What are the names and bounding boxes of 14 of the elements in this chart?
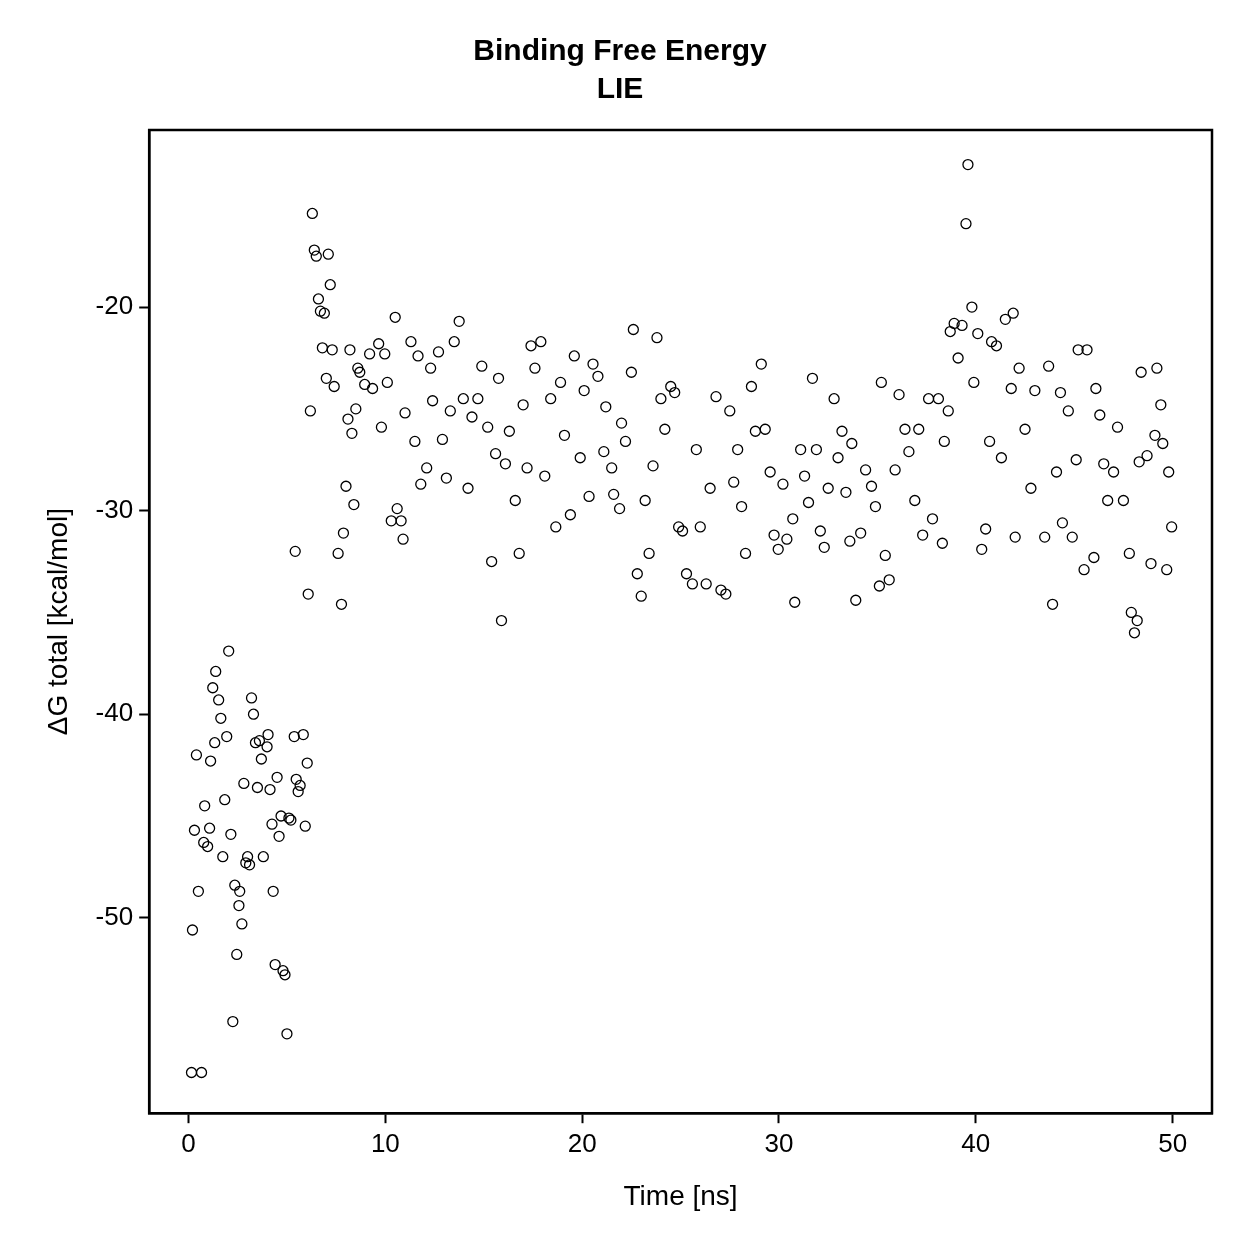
y-tick-label: -50 <box>95 900 134 931</box>
chart-title: Binding Free Energy <box>473 33 767 67</box>
y-axis-title: ΔG total [kcal/mol] <box>41 507 73 736</box>
chart-subtitle: LIE <box>596 71 644 105</box>
y-tick-label: -20 <box>95 290 134 321</box>
x-tick-label: 10 <box>370 1127 400 1158</box>
x-axis-title: Time [ns] <box>623 1179 738 1211</box>
x-tick-label: 20 <box>567 1127 597 1158</box>
x-tick-label: 0 <box>181 1127 196 1158</box>
y-tick-label: -30 <box>95 493 134 524</box>
y-tick-label: -40 <box>95 697 134 728</box>
x-tick-label: 30 <box>764 1127 794 1158</box>
x-tick-label: 40 <box>961 1127 991 1158</box>
x-tick-label: 50 <box>1158 1127 1188 1158</box>
